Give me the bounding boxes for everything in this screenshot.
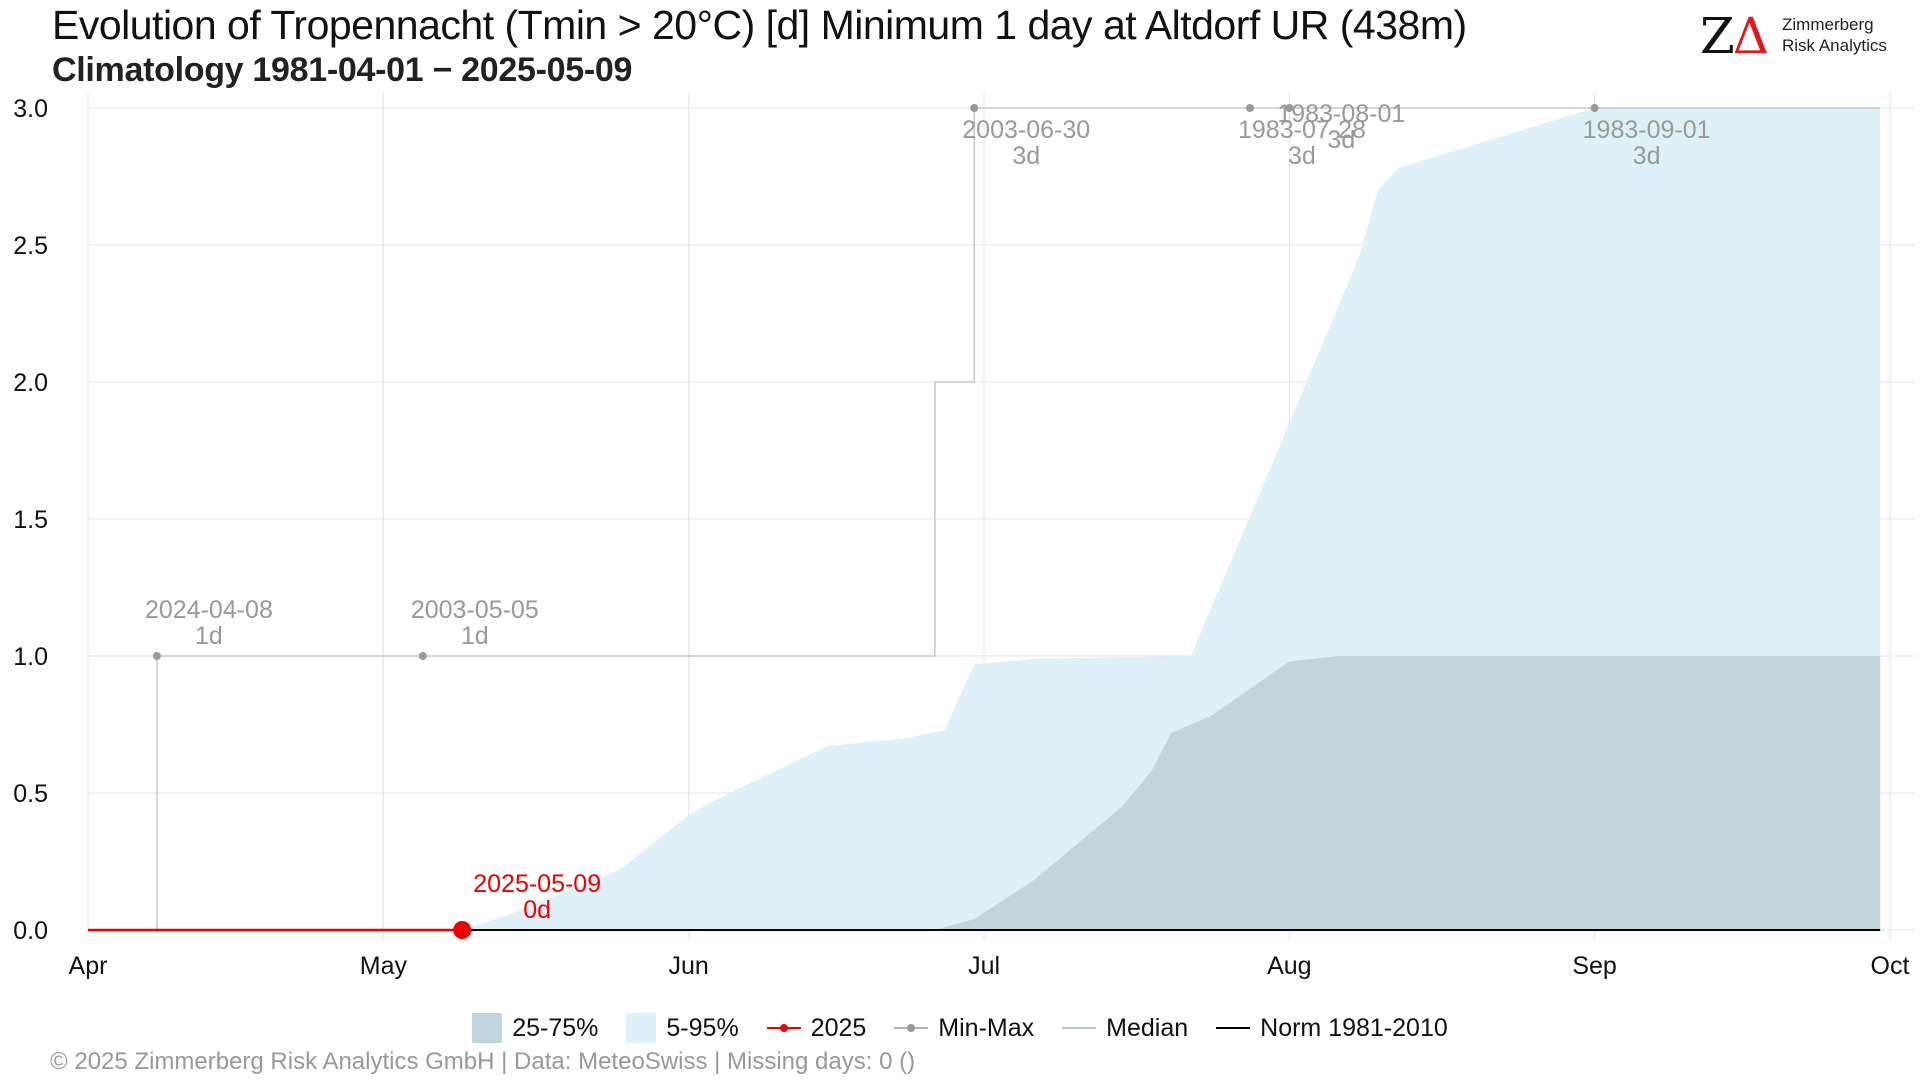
logo-text: Zimmerberg Risk Analytics <box>1782 14 1887 56</box>
band-25-75 <box>934 656 1881 930</box>
legend-item-norm: Norm 1981-2010 <box>1216 1014 1448 1043</box>
y-tick-label: 2.0 <box>13 369 48 397</box>
legend-label-iqr: 25-75% <box>512 1013 599 1042</box>
logo-mark: ZΔ <box>1700 7 1769 65</box>
chart-plot: 0.0 0.5 1.0 1.5 2.0 2.5 3.0 Apr May Jun Jul Aug Sep O… <box>13 92 1915 980</box>
min-max-point <box>970 104 979 112</box>
legend-item-median: Median <box>1062 1014 1188 1043</box>
min-max-point <box>1285 104 1294 112</box>
y-tick-label: 2.5 <box>13 232 48 260</box>
min-max-point <box>152 652 161 660</box>
legend-label-median: Median <box>1106 1013 1189 1042</box>
y-tick-label: 0.5 <box>13 780 48 808</box>
legend-item-min-max: Min-Max <box>894 1014 1034 1043</box>
annotation-value: 1d <box>195 622 223 650</box>
annotation-date: 2024-04-08 <box>145 596 273 624</box>
x-tick-label: May <box>360 952 408 980</box>
annotation-value: 0d <box>523 896 551 924</box>
x-tick-label: Jun <box>669 952 709 980</box>
annotation-value: 3d <box>1327 126 1355 154</box>
annotation-date: 2003-06-30 <box>962 116 1090 144</box>
annotation-date: 1983-07-28 <box>1238 116 1366 144</box>
legend-label-5-95: 5-95% <box>666 1013 739 1042</box>
legend-key-median <box>1062 1027 1097 1029</box>
y-tick-label: 1.5 <box>13 506 48 534</box>
y-tick-label: 3.0 <box>13 95 48 123</box>
min-max-line <box>88 107 1881 931</box>
min-max-point <box>1245 104 1254 112</box>
company-logo: ZΔ Zimmerberg Risk Analytics <box>1700 8 1900 64</box>
chart-subtitle: Climatology 1981-04-01 − 2025-05-09 <box>52 51 633 89</box>
chart-title: Evolution of Tropennacht (Tmin > 20°C) [… <box>52 2 1467 48</box>
x-tick-label: Apr <box>69 952 108 980</box>
x-tick-label: Aug <box>1267 952 1311 980</box>
legend-key-norm <box>1216 1027 1251 1029</box>
copyright-footer: © 2025 Zimmerberg Risk Analytics GmbH | … <box>50 1048 916 1075</box>
annotation-date: 1983-08-01 <box>1277 100 1405 128</box>
annotation-value: 3d <box>1012 142 1040 170</box>
min-max-point <box>418 652 427 660</box>
min-max-point <box>1590 104 1599 112</box>
y-tick-label: 0.0 <box>13 917 48 945</box>
annotation-date: 2025-05-09 <box>473 870 601 898</box>
legend-key-2025 <box>766 1024 801 1032</box>
legend-swatch-5-95 <box>626 1013 657 1043</box>
logo-mark-delta: Δ <box>1732 7 1769 65</box>
legend-label-min-max: Min-Max <box>938 1013 1035 1042</box>
annotation-date: 2003-05-05 <box>411 596 539 624</box>
legend-item-2025: 2025 <box>766 1013 867 1043</box>
x-tick-label: Jul <box>968 952 1000 980</box>
annotation-value: 3d <box>1633 142 1661 170</box>
legend-swatch-iqr <box>472 1013 503 1043</box>
annotation-date: 1983-09-01 <box>1583 116 1711 144</box>
x-tick-label: Oct <box>1871 952 1910 980</box>
legend-label-norm: Norm 1981-2010 <box>1260 1013 1448 1042</box>
logo-line-2: Risk Analytics <box>1782 36 1887 55</box>
legend-key-min-max <box>894 1024 929 1032</box>
annotation-value: 3d <box>1288 142 1316 170</box>
legend-item-5-95: 5-95% <box>626 1013 739 1043</box>
annotation-value: 1d <box>461 622 489 650</box>
legend-label-2025: 2025 <box>810 1013 867 1042</box>
current-year-point <box>453 921 472 939</box>
x-tick-label: Sep <box>1572 952 1616 980</box>
legend-item-iqr: 25-75% <box>472 1013 598 1043</box>
chart-legend: 25-75% 5-95% 2025 Min-Max Median Norm 19… <box>0 1010 1920 1046</box>
y-tick-label: 1.0 <box>13 643 48 671</box>
logo-line-1: Zimmerberg <box>1782 15 1874 34</box>
logo-mark-z: Z <box>1700 7 1735 65</box>
